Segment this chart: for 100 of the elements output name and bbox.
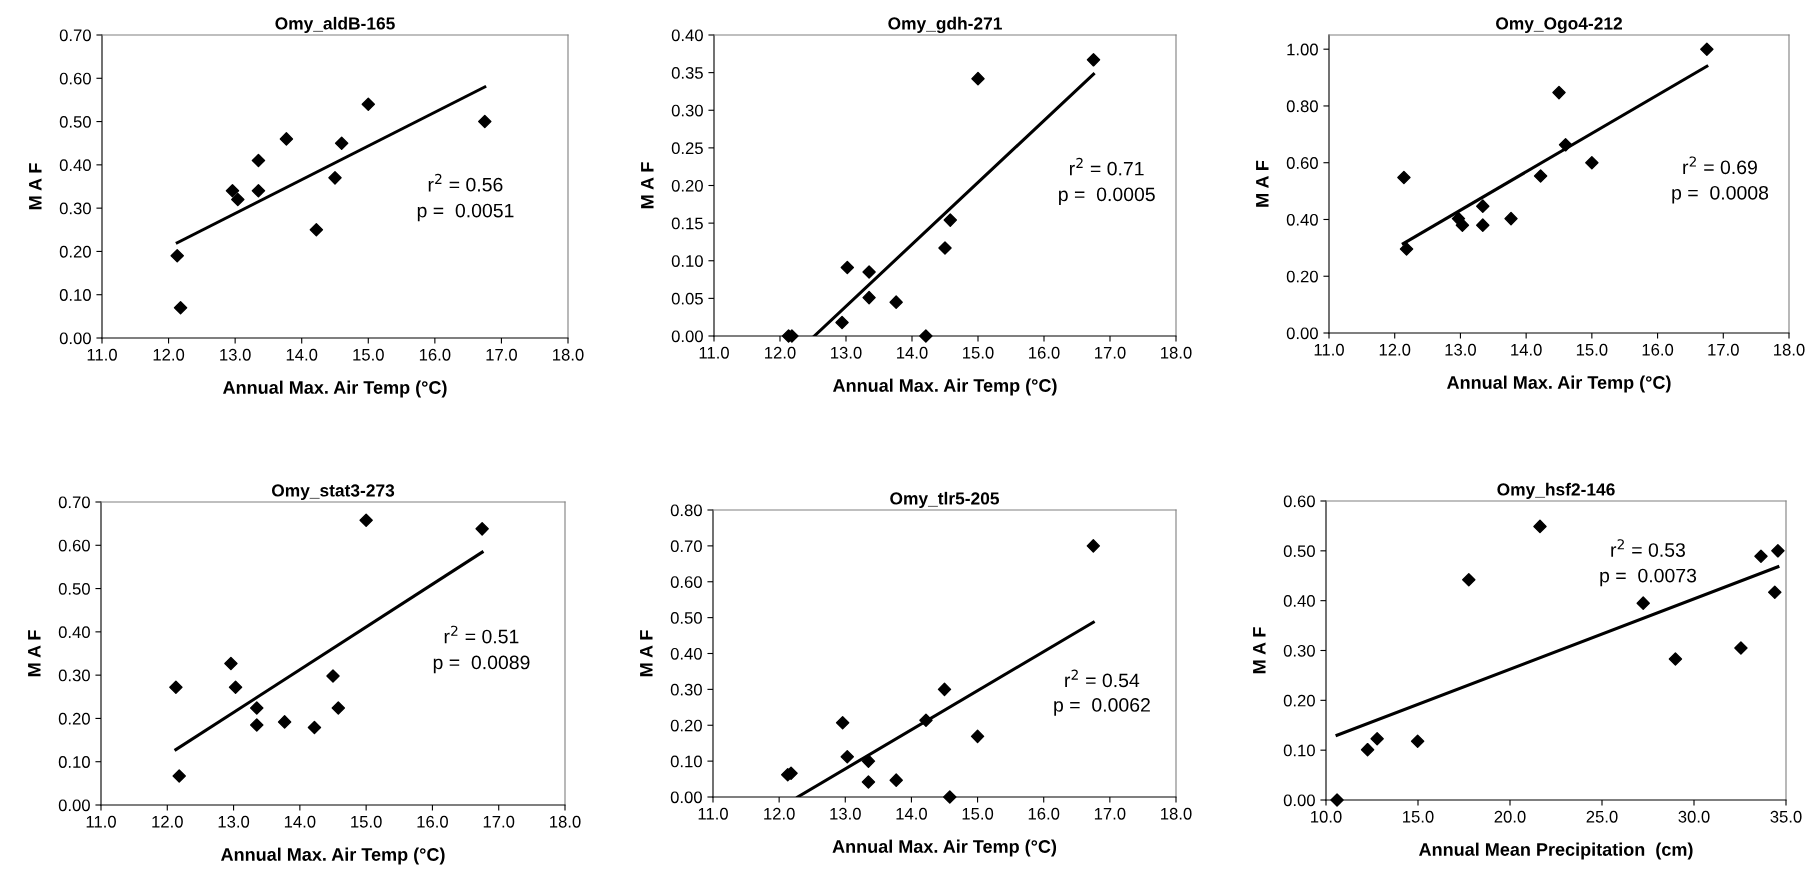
y-axis-title: M A F — [1253, 627, 1266, 674]
annotation: r$^{2}$ = 0.53 — [1611, 539, 1685, 557]
y-tick-label: 0.20 — [58, 712, 90, 725]
x-tick-label: 14.0 — [1511, 343, 1542, 356]
y-tick-label: 0.60 — [1286, 157, 1318, 169]
y-tick-label: 0.10 — [670, 755, 702, 768]
y-tick-label: 0.10 — [1283, 744, 1315, 757]
y-tick-label: 0.70 — [58, 496, 90, 509]
y-tick-label: 0.40 — [670, 647, 702, 660]
x-tick-label: 11.0 — [698, 807, 728, 820]
y-axis-title: M A F — [28, 630, 41, 677]
y-tick-label: 0.10 — [59, 289, 91, 301]
x-axis-title: Annual Max. Air Temp (°C) — [833, 378, 1057, 396]
y-tick-label: 0.00 — [59, 332, 91, 345]
x-tick-label: 11.0 — [699, 346, 729, 359]
x-tick-label: 12.0 — [1379, 343, 1411, 356]
y-tick-label: 0.40 — [59, 159, 91, 172]
y-tick-label: 0.20 — [671, 179, 703, 192]
x-tick-label: 18.0 — [1161, 346, 1192, 359]
x-tick-label: 30.0 — [1678, 810, 1710, 823]
x-tick-label: 11.0 — [87, 348, 117, 361]
y-tick-label: 0.80 — [1286, 100, 1318, 113]
chart-title: Omy_hsf2-146 — [1497, 482, 1615, 500]
y-tick-label: 0.25 — [671, 142, 703, 155]
x-tick-label: 12.0 — [153, 348, 185, 361]
y-tick-label: 0.20 — [1286, 270, 1318, 283]
annotation: p = 0.0051 — [417, 203, 514, 222]
y-tick-label: 0.40 — [1283, 595, 1315, 607]
y-tick-label: 0.15 — [671, 217, 703, 230]
y-tick-label: 0.10 — [58, 756, 90, 768]
y-tick-label: 0.00 — [1286, 327, 1318, 340]
y-tick-label: 0.20 — [59, 245, 91, 258]
y-tick-label: 0.30 — [1283, 644, 1315, 657]
y-tick-label: 0.70 — [59, 29, 91, 42]
y-tick-label: 0.35 — [671, 67, 703, 79]
x-tick-label: 16.0 — [1028, 807, 1060, 820]
x-tick-label: 35.0 — [1770, 810, 1802, 823]
y-tick-label: 0.60 — [670, 576, 702, 588]
x-tick-label: 15.0 — [1403, 810, 1434, 823]
y-axis-title: M A F — [29, 163, 42, 210]
x-tick-label: 18.0 — [553, 348, 584, 361]
x-tick-label: 13.0 — [1445, 343, 1476, 356]
y-axis-title: M A F — [641, 162, 654, 209]
x-tick-label: 17.0 — [483, 815, 515, 828]
y-tick-label: 0.30 — [58, 669, 90, 682]
x-tick-label: 12.0 — [764, 807, 795, 820]
y-tick-label: 1.00 — [1287, 43, 1318, 56]
y-tick-label: 0.80 — [670, 504, 702, 517]
y-tick-label: 0.50 — [59, 115, 91, 128]
x-tick-label: 15.0 — [1576, 343, 1608, 356]
x-axis-title: Annual Mean Precipitation (cm) — [1419, 842, 1693, 860]
x-tick-label: 18.0 — [1161, 807, 1192, 820]
x-tick-label: 16.0 — [419, 348, 451, 361]
y-tick-label: 0.20 — [1283, 694, 1315, 707]
x-tick-label: 12.0 — [765, 346, 796, 359]
x-tick-label: 10.0 — [1311, 810, 1342, 823]
x-axis-title: Annual Max. Air Temp (°C) — [223, 380, 447, 398]
annotation: r$^{2}$ = 0.56 — [428, 173, 503, 192]
y-tick-label: 0.20 — [670, 719, 702, 732]
annotation: p = 0.0062 — [1054, 698, 1150, 716]
y-tick-label: 0.50 — [58, 582, 90, 595]
y-tick-label: 0.30 — [59, 202, 91, 215]
y-tick-label: 0.60 — [58, 539, 90, 552]
y-tick-label: 0.60 — [59, 72, 91, 85]
x-tick-label: 14.0 — [897, 346, 928, 359]
x-tick-label: 14.0 — [284, 815, 316, 828]
chart-title: Omy_stat3-273 — [271, 484, 395, 501]
chart-title: Omy_gdh-271 — [888, 16, 1002, 34]
y-tick-label: 0.40 — [1286, 213, 1318, 226]
annotation: r$^{2}$ = 0.69 — [1683, 156, 1757, 175]
x-tick-label: 17.0 — [486, 348, 517, 361]
y-tick-label: 0.00 — [670, 791, 702, 804]
y-tick-label: 0.40 — [58, 626, 90, 639]
x-tick-label: 18.0 — [1774, 343, 1805, 356]
x-tick-label: 15.0 — [353, 348, 384, 361]
annotation: p = 0.0008 — [1672, 185, 1769, 204]
y-tick-label: 0.50 — [670, 612, 702, 624]
x-tick-label: 13.0 — [218, 815, 250, 828]
y-tick-label: 0.00 — [671, 330, 703, 343]
x-tick-label: 17.0 — [1094, 807, 1126, 820]
annotation: r$^{2}$ = 0.71 — [1069, 157, 1144, 176]
annotation: p = 0.0005 — [1059, 187, 1155, 206]
x-tick-label: 17.0 — [1095, 346, 1126, 359]
x-tick-label: 20.0 — [1494, 810, 1526, 823]
y-axis-title: M A F — [1256, 160, 1269, 207]
x-tick-label: 17.0 — [1708, 343, 1739, 356]
y-tick-label: 0.40 — [671, 29, 703, 42]
x-axis-title: Annual Max. Air Temp (°C) — [1447, 375, 1671, 393]
y-tick-label: 0.00 — [1283, 794, 1315, 807]
annotation: p = 0.0089 — [433, 655, 530, 674]
y-tick-label: 0.60 — [1283, 495, 1315, 508]
annotation: p = 0.0073 — [1600, 568, 1697, 587]
y-tick-label: 0.30 — [671, 104, 703, 117]
y-tick-label: 0.00 — [58, 799, 90, 812]
chart-title: Omy_tlr5-205 — [890, 491, 1000, 509]
annotation: r$^{2}$ = 0.54 — [1065, 669, 1140, 688]
x-tick-label: 13.0 — [220, 348, 251, 361]
x-tick-label: 16.0 — [1029, 346, 1060, 359]
annotation: r$^{2}$ = 0.51 — [444, 625, 519, 644]
x-tick-label: 16.0 — [417, 815, 448, 828]
